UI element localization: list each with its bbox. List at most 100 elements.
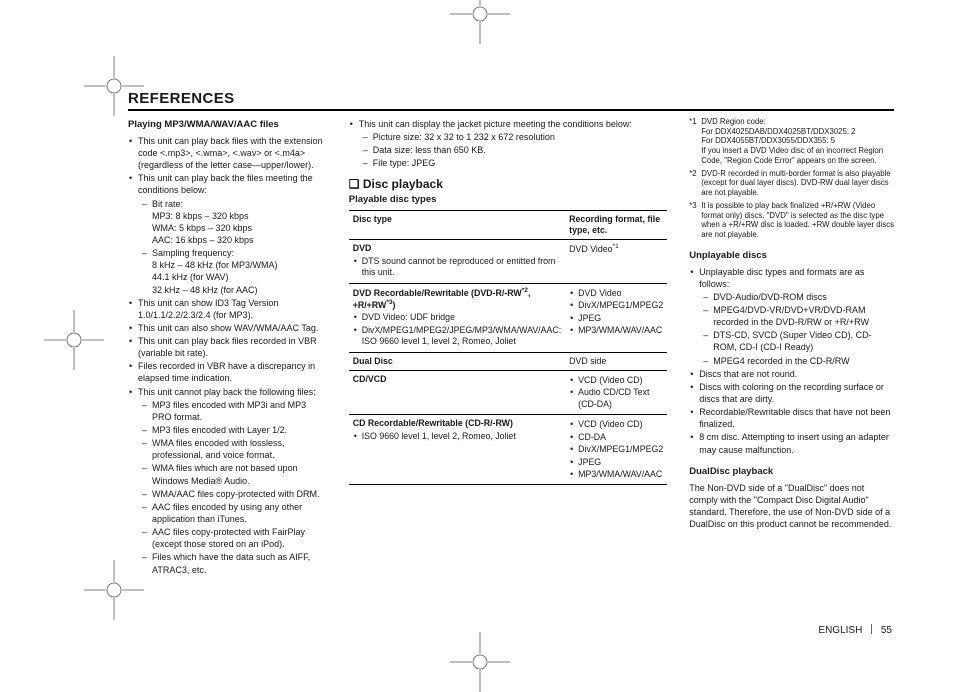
c1-b1: This unit can play back files with the e…	[128, 135, 327, 171]
row-dvdr: DVD Recordable/Rewritable (DVD-R/-RW*2, …	[349, 283, 565, 352]
page-footer: ENGLISH 55	[818, 624, 892, 636]
r2r1: DVD Video	[569, 288, 663, 299]
r2r4: MP3/WMA/WAV/AAC	[569, 325, 663, 336]
u1b: MPEG4/DVD-VR/DVD+VR/DVD-RAM recorded in …	[699, 304, 894, 328]
r2-format: DVD Video DivX/MPEG1/MPEG2 JPEG MP3/WMA/…	[565, 283, 667, 352]
footnotes: *1 DVD Region code: For DDX4025DAB/DDX40…	[689, 117, 894, 240]
c1-d1-text: Bit rate:	[152, 199, 183, 209]
r3-format: DVD side	[565, 352, 667, 370]
column-2: This unit can display the jacket picture…	[349, 117, 668, 577]
c2-b1-text: This unit can display the jacket picture…	[359, 119, 632, 129]
col1-title: Playing MP3/WMA/WAV/AAC files	[128, 119, 327, 132]
r4-format: VCD (Video CD) Audio CD/CD Text (CD-DA)	[565, 371, 667, 415]
fn2-text: DVD-R recorded in multi-border format is…	[701, 169, 890, 197]
u1: Unplayable disc types and formats are as…	[689, 266, 894, 367]
u1a: DVD-Audio/DVD-ROM discs	[699, 291, 894, 303]
fn3: *3 It is possible to play back finalized…	[689, 201, 894, 240]
crop-mark-ml	[44, 310, 104, 370]
c1-d1b: WMA: 5 kbps – 320 kbps	[152, 222, 327, 234]
row-cdr: CD Recordable/Rewritable (CD-R/-RW) ISO …	[349, 415, 565, 485]
c1-b5: This unit can play back files recorded i…	[128, 335, 327, 359]
r2-title: DVD Recordable/Rewritable (DVD-R/-RW*2, …	[353, 287, 561, 312]
fn1: *1 DVD Region code: For DDX4025DAB/DDX40…	[689, 117, 894, 166]
c1-d2c: 32 kHz – 48 kHz (for AAC)	[152, 284, 327, 296]
u3: Discs with coloring on the recording sur…	[689, 381, 894, 405]
c1-b7: This unit cannot play back the following…	[128, 386, 327, 576]
r5i1: ISO 9660 level 1, level 2, Romeo, Joliet	[353, 431, 561, 442]
r5r5: MP3/WMA/WAV/AAC	[569, 469, 663, 480]
c1-d1: Bit rate: MP3: 8 kbps – 320 kbps WMA: 5 …	[138, 198, 327, 247]
r1-format-text: DVD Video	[569, 244, 612, 254]
disc-table: Disc type Recording format, file type, e…	[349, 210, 668, 486]
playable-disc-sub: Playable disc types	[349, 194, 668, 207]
crop-mark-bc	[450, 632, 510, 692]
page-heading: REFERENCES	[128, 90, 894, 111]
u5: 8 cm disc. Attempting to insert using an…	[689, 431, 894, 455]
r5r1: VCD (Video CD)	[569, 419, 663, 430]
footer-lang: ENGLISH	[818, 625, 862, 636]
th-format: Recording format, file type, etc.	[565, 210, 667, 240]
fn2: *2 DVD-R recorded in multi-border format…	[689, 169, 894, 198]
row-cdvcd: CD/VCD	[349, 371, 565, 415]
u4: Recordable/Rewritable discs that have no…	[689, 406, 894, 430]
r4r1: VCD (Video CD)	[569, 375, 663, 386]
fn1c: For DDX4055BT/DDX3055/DDX355: 5	[701, 136, 894, 146]
footer-page: 55	[881, 625, 892, 636]
c1-d3: MP3 files encoded with MP3i and MP3 PRO …	[138, 399, 327, 423]
fn3-tag: *3	[689, 201, 696, 211]
c1-d9: AAC files copy-protected with FairPlay (…	[138, 526, 327, 550]
c1-d6: WMA files which are not based upon Windo…	[138, 462, 327, 486]
c1-d7: WMA/AAC files copy-protected with DRM.	[138, 488, 327, 500]
r5-title: CD Recordable/Rewritable (CD-R/-RW)	[353, 418, 561, 429]
r5r3: DivX/MPEG1/MPEG2	[569, 444, 663, 455]
fn3-text: It is possible to play back finalized +R…	[701, 201, 894, 239]
c1-d8: AAC files encoded by using any other app…	[138, 501, 327, 525]
fn1d: If you insert a DVD Video disc of an inc…	[701, 146, 894, 165]
section-title-text: Disc playback	[363, 177, 443, 191]
c1-b2-text: This unit can play back the files meetin…	[138, 173, 313, 195]
columns: Playing MP3/WMA/WAV/AAC files This unit …	[128, 117, 894, 577]
c1-d2a: 8 kHz – 48 kHz (for MP3/WMA)	[152, 259, 327, 271]
c1-d2: Sampling frequency: 8 kHz – 48 kHz (for …	[138, 247, 327, 296]
c2-b1: This unit can display the jacket picture…	[349, 118, 668, 170]
section-prefix-icon: ❏	[349, 177, 360, 191]
r1-format: DVD Video*1	[565, 240, 667, 283]
r2i2: DivX/MPEG1/MPEG2/JPEG/MP3/WMA/WAV/AAC: I…	[353, 325, 561, 348]
u2: Discs that are not round.	[689, 368, 894, 380]
c1-b2: This unit can play back the files meetin…	[128, 172, 327, 295]
c1-d4: MP3 files encoded with Layer 1/2.	[138, 424, 327, 436]
r2r3: JPEG	[569, 313, 663, 324]
row-dvd: DVD DTS sound cannot be reproduced or em…	[349, 240, 565, 283]
r4r2: Audio CD/CD Text (CD-DA)	[569, 387, 663, 410]
r5r2: CD-DA	[569, 432, 663, 443]
dualdisc-title: DualDisc playback	[689, 466, 894, 479]
u1-text: Unplayable disc types and formats are as…	[699, 267, 864, 289]
r1-sup: *1	[613, 243, 619, 250]
fn1b: For DDX4025DAB/DDX4025BT/DDX3025: 2	[701, 127, 894, 137]
c1-d2b: 44.1 kHz (for WAV)	[152, 271, 327, 283]
c1-b6: Files recorded in VBR have a discrepancy…	[128, 360, 327, 384]
r1-note: DTS sound cannot be reproduced or emitte…	[353, 256, 561, 279]
c2-d3: File type: JPEG	[359, 157, 668, 169]
fn1-tag: *1	[689, 117, 696, 127]
row-dualdisc: Dual Disc	[349, 352, 565, 370]
fn1a: DVD Region code:	[701, 117, 894, 127]
c1-b7-text: This unit cannot play back the following…	[138, 387, 316, 397]
c1-b3: This unit can show ID3 Tag Version 1.0/1…	[128, 297, 327, 321]
r5-format: VCD (Video CD) CD-DA DivX/MPEG1/MPEG2 JP…	[565, 415, 667, 485]
r1-title: DVD	[353, 243, 561, 254]
column-1: Playing MP3/WMA/WAV/AAC files This unit …	[128, 117, 327, 577]
unplayable-title: Unplayable discs	[689, 250, 894, 263]
c1-d5: WMA files encoded with lossless, profess…	[138, 437, 327, 461]
footer-sep	[871, 624, 872, 634]
dualdisc-text: The Non-DVD side of a "DualDisc" does no…	[689, 482, 894, 531]
c1-d2-text: Sampling frequency:	[152, 248, 234, 258]
th-disc-type: Disc type	[349, 210, 565, 240]
c1-d10: Files which have the data such as AIFF, …	[138, 551, 327, 575]
c2-d2: Data size: less than 650 KB.	[359, 144, 668, 156]
u1d: MPEG4 recorded in the CD-R/RW	[699, 355, 894, 367]
c1-d1a: MP3: 8 kbps – 320 kbps	[152, 210, 327, 222]
r2i1: DVD Video: UDF bridge	[353, 312, 561, 323]
crop-mark-tc	[450, 0, 510, 44]
c1-d1c: AAC: 16 kbps – 320 kbps	[152, 234, 327, 246]
